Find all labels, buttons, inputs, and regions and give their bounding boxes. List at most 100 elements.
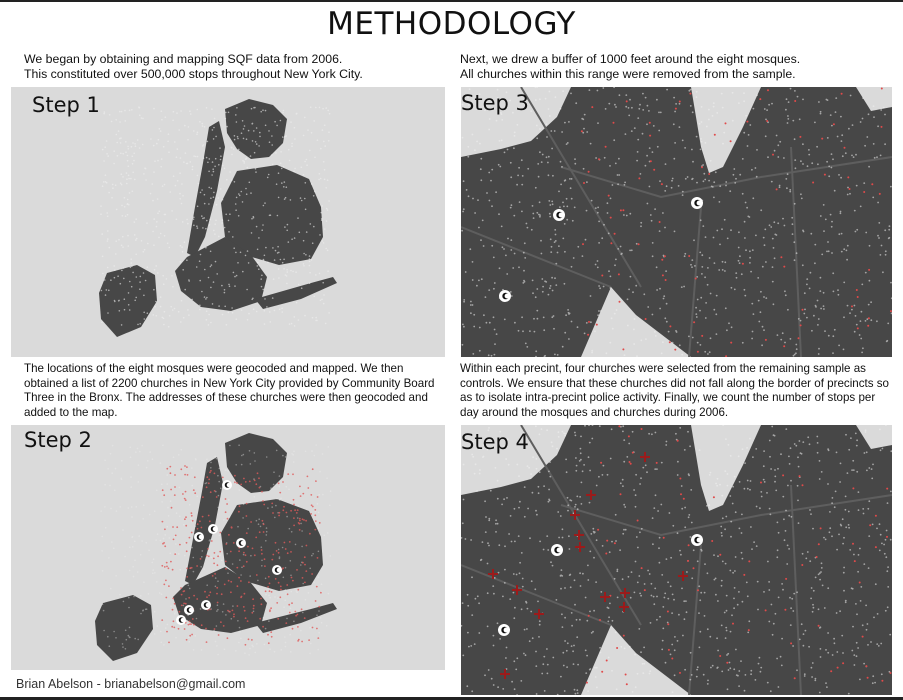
stop-point [611,327,614,330]
stop-point [184,554,186,557]
church-point [243,592,246,595]
stop-point [238,641,240,644]
church-point [296,509,299,511]
stop-point [606,473,609,476]
stop-point [264,124,267,127]
stop-point [309,223,312,225]
church-point [878,192,881,195]
stop-point [103,629,105,632]
stop-point [258,145,260,147]
stop-point [848,127,850,130]
stop-point [714,577,717,580]
stop-point [107,312,109,314]
stop-point [476,106,479,109]
stop-point [637,138,640,141]
stop-point [883,543,885,546]
stop-point [268,141,271,143]
church-point [668,341,671,344]
stop-point [286,271,289,273]
stop-point [558,190,560,193]
church-point [282,481,284,483]
stop-point [691,259,694,261]
stop-point [183,542,186,544]
stop-point [329,490,332,492]
stop-point [484,296,487,298]
stop-point [708,257,711,259]
church-point [199,520,201,523]
stop-point [839,610,841,613]
stop-point [866,136,869,138]
stop-point [260,285,263,288]
stop-point [125,141,127,143]
stop-point [107,238,109,240]
stop-point [128,109,131,112]
stop-point [667,581,669,584]
stop-point [145,466,148,469]
stop-point [131,546,134,548]
stop-point [789,447,792,450]
stop-point [762,478,765,481]
stop-point [721,517,724,520]
stop-point [790,479,792,482]
stop-point [323,140,325,143]
stop-point [553,241,556,244]
stop-point [749,124,752,126]
church-point [189,567,192,570]
stop-point [462,210,464,213]
stop-point [793,592,796,595]
stop-point [288,527,291,530]
stop-point [595,539,598,542]
stop-point [491,168,494,171]
stop-point [717,649,719,652]
church-point [655,461,658,464]
church-point [868,268,871,271]
stop-point [624,181,626,184]
stop-point [497,571,500,574]
stop-point [535,425,537,428]
stop-point [496,497,499,500]
stop-point [738,481,741,483]
stop-point [281,182,283,184]
stop-point [781,583,783,585]
stop-point [754,167,757,169]
stop-point [284,599,287,602]
stop-point [856,439,858,442]
stop-point [751,330,754,333]
stop-point [197,182,200,185]
stop-point [817,318,820,320]
stop-point [117,275,119,277]
stop-point [681,353,684,356]
church-point [182,590,185,593]
stop-point [570,92,572,95]
stop-point [751,548,753,550]
church-point [610,242,613,245]
stop-point [792,119,795,122]
stop-point [505,254,507,257]
stop-point [847,186,849,189]
stop-point [674,110,676,113]
church-point [209,491,212,494]
stop-point [709,471,712,474]
stop-point [122,646,124,648]
stop-point [114,269,116,271]
stop-point [128,626,131,629]
church-point [226,517,229,520]
stop-point [101,550,103,552]
stop-point [283,606,285,608]
stop-point [744,294,747,297]
stop-point [272,483,275,486]
stop-point [538,213,540,216]
stop-point [771,425,774,428]
stop-point [545,123,548,126]
stop-point [124,120,127,122]
stop-point [570,645,573,647]
stop-point [534,87,537,89]
church-point [311,626,314,629]
stop-point [733,587,736,589]
stop-point [593,531,596,534]
stop-point [233,247,235,249]
stop-point [134,559,136,562]
stop-point [594,676,597,678]
stop-point [576,326,579,329]
stop-point [137,481,140,483]
